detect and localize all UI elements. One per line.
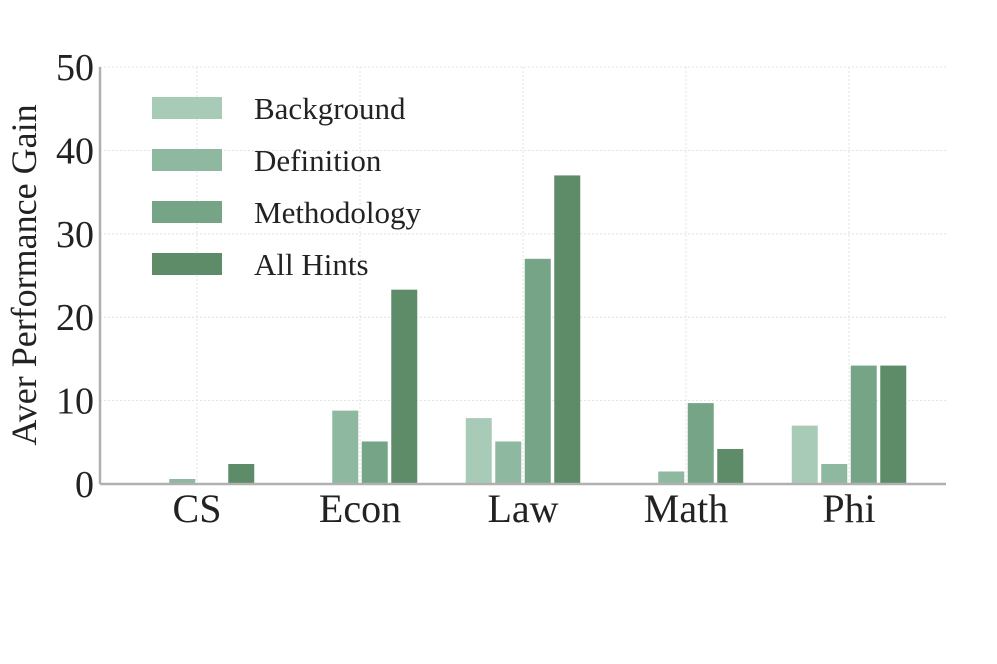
bar: [821, 463, 848, 484]
bar: [791, 425, 818, 484]
bar: [658, 471, 685, 484]
legend-label: Definition: [254, 143, 382, 178]
bar: [717, 448, 744, 484]
bars-layer: [169, 175, 907, 485]
bar: [495, 441, 522, 484]
bar: [169, 478, 196, 484]
bar: [228, 463, 255, 484]
legend: Background Definition Methodology All Hints: [152, 91, 422, 282]
axes-layer: [98, 67, 946, 486]
x-tick-label: Math: [644, 486, 728, 531]
bar: [850, 365, 877, 484]
x-tick-label: CS: [173, 486, 222, 531]
x-tick-label: Phi: [822, 486, 875, 531]
bar: [554, 175, 581, 485]
y-tick-label: 40: [56, 130, 94, 172]
bar: [880, 365, 907, 484]
legend-label: Methodology: [254, 195, 422, 230]
legend-label: Background: [254, 91, 406, 126]
y-tick-label: 20: [56, 297, 94, 339]
y-axis-label: Aver Performance Gain: [4, 104, 44, 445]
bar: [524, 258, 551, 484]
y-tick-label: 50: [56, 47, 94, 89]
ticks-layer: 0 10 20 30 40 50 CS Econ Law Math Phi: [56, 47, 876, 531]
bar: [687, 403, 714, 484]
legend-swatch: [152, 97, 222, 119]
bar: [361, 441, 388, 484]
y-tick-label: 10: [56, 381, 94, 423]
legend-swatch: [152, 149, 222, 171]
y-tick-label: 30: [56, 214, 94, 256]
grid-layer: [100, 66, 946, 484]
bar: [391, 289, 418, 484]
x-tick-label: Econ: [319, 486, 401, 531]
y-tick-label: 0: [75, 464, 94, 506]
legend-swatch: [152, 201, 222, 223]
legend-swatch: [152, 253, 222, 275]
bar: [465, 418, 492, 484]
bar: [332, 410, 359, 484]
x-tick-label: Law: [487, 486, 558, 531]
legend-label: All Hints: [254, 247, 369, 282]
